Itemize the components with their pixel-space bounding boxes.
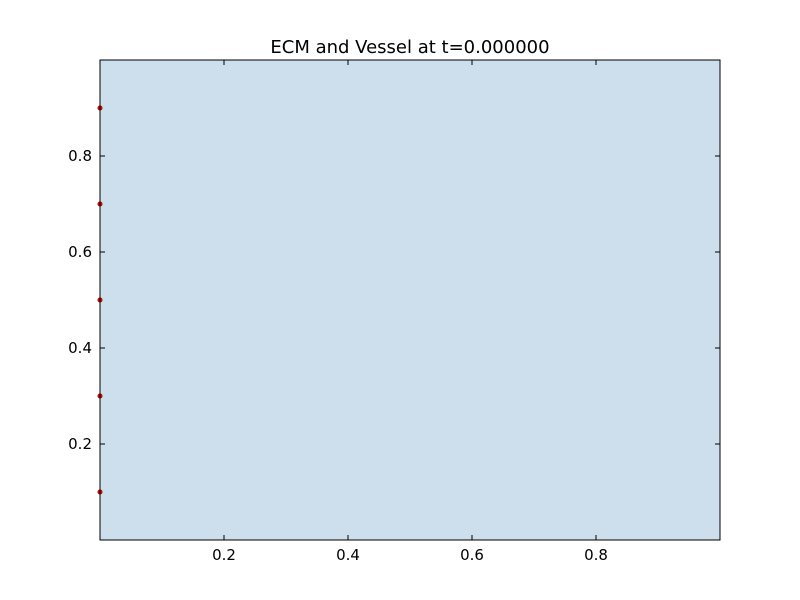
y-tick-label: 0.4 — [68, 339, 92, 357]
x-tick-label: 0.6 — [460, 546, 484, 564]
axis-ticks — [100, 60, 720, 540]
y-tick-label: 0.8 — [68, 147, 92, 165]
plot-area — [100, 60, 720, 540]
x-tick-label: 0.8 — [584, 546, 608, 564]
plot-frame — [99, 59, 721, 541]
axis-tick-labels: 0.2 0.4 0.6 0.8 0.2 0.4 0.6 0.8 — [68, 147, 608, 564]
y-tick-label: 0.6 — [68, 243, 92, 261]
chart-title: ECM and Vessel at t=0.000000 — [270, 37, 549, 58]
y-tick-label: 0.2 — [68, 435, 92, 453]
x-tick-label: 0.4 — [336, 546, 360, 564]
x-tick-label: 0.2 — [212, 546, 236, 564]
